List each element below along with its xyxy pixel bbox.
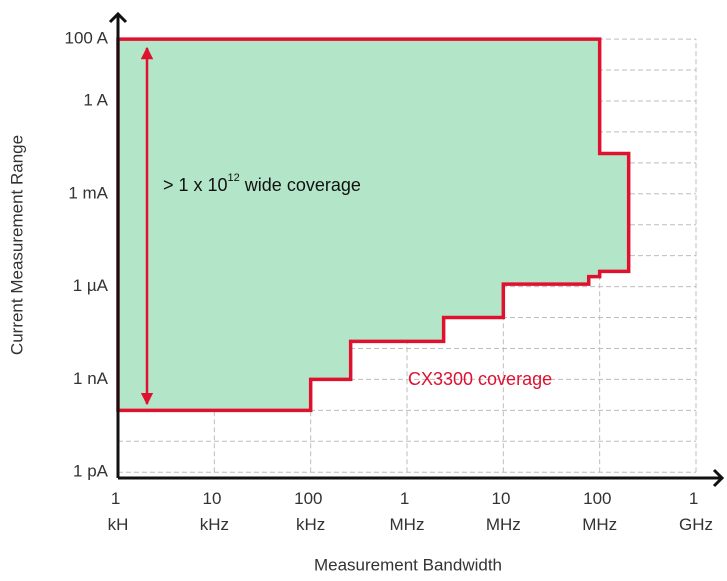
x-tick-label: 1 kH bbox=[108, 489, 129, 534]
plot bbox=[116, 37, 631, 413]
y-tick-label: 1 nA bbox=[73, 369, 109, 388]
x-tick-label: 100 kHz bbox=[294, 489, 327, 534]
annotation-text: > 1 x 10 bbox=[163, 175, 228, 195]
x-tick-label: 1 GHz bbox=[679, 489, 713, 534]
x-tick-label: 100 MHz bbox=[582, 489, 617, 534]
series-label: CX3300 coverage bbox=[408, 369, 552, 389]
annotation-text-after: wide coverage bbox=[240, 175, 361, 195]
x-tick-label: 10 MHz bbox=[486, 489, 521, 534]
x-axis-title: Measurement Bandwidth bbox=[314, 555, 502, 574]
y-axis-title: Current Measurement Range bbox=[7, 135, 26, 355]
y-tick-label: 1 A bbox=[83, 90, 108, 109]
y-tick-label: 1 mA bbox=[68, 183, 108, 202]
y-tick-label: 100 A bbox=[65, 29, 109, 48]
coverage-area bbox=[116, 37, 631, 413]
annotation: > 1 x 1012 wide coverage bbox=[163, 172, 361, 195]
y-tick-label: 1 pA bbox=[73, 462, 109, 481]
x-tick-label: 1 MHz bbox=[390, 489, 425, 534]
axes bbox=[108, 11, 725, 488]
y-tick-label: 1 µA bbox=[73, 276, 109, 295]
annotation-superscript: 12 bbox=[228, 172, 240, 184]
x-tick-label: 10 kHz bbox=[200, 489, 229, 534]
